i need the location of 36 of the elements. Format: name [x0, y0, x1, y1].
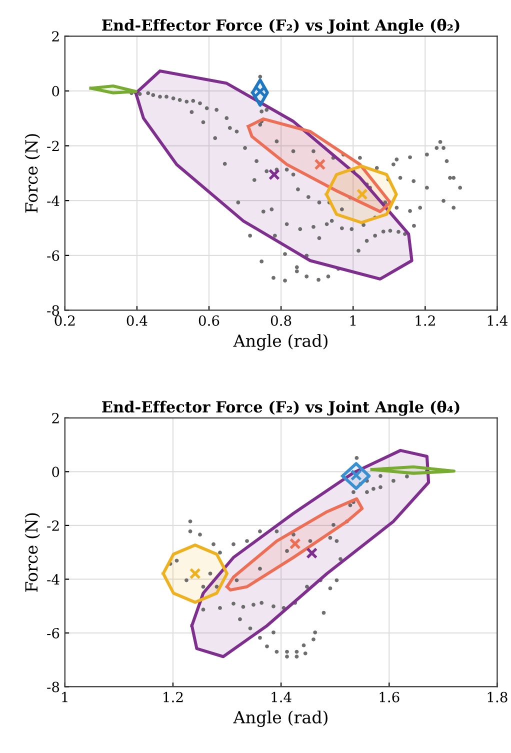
y-tick-label: 0 — [52, 86, 60, 96]
y-tick-label: -8 — [47, 305, 60, 316]
x-tick-label: 1.4 — [272, 692, 292, 702]
point — [289, 538, 301, 550]
chart-title: End-Effector Force (F₂) vs Joint Angle (θ₂) — [102, 18, 460, 34]
point — [306, 547, 318, 559]
x-tick-label: 0.2 — [54, 315, 75, 326]
point — [189, 568, 201, 580]
x-tick-label: 1.2 — [416, 315, 435, 326]
y-tick-label: -6 — [47, 628, 60, 638]
y-tick-label: -2 — [47, 520, 59, 531]
x-tick-label: 1 — [62, 692, 68, 702]
x-axis-title: Angle (rad) — [233, 710, 328, 727]
y-tick-label: -4 — [47, 196, 60, 206]
y-tick-label: -6 — [47, 250, 60, 261]
x-tick-label: 1.8 — [488, 692, 508, 702]
y-tick-label: 0 — [52, 466, 60, 478]
y-axis-title: Force (N) — [24, 134, 40, 213]
x-tick-label: 0.4 — [126, 315, 148, 326]
y-tick-label: -2 — [47, 140, 59, 152]
x-tick-label: 0.6 — [198, 315, 220, 326]
x-axis-title: Angle (rad) — [233, 334, 328, 350]
x-tick-label: 1.4 — [488, 315, 508, 326]
x-tick-label: 0.8 — [270, 315, 292, 326]
y-axis-title: Force (N) — [24, 513, 40, 592]
y-tick-label: 2 — [52, 31, 59, 42]
x-tick-label: 1.6 — [380, 692, 400, 702]
y-tick-label: -8 — [47, 682, 60, 692]
y-tick-label: 2 — [52, 412, 59, 424]
point — [356, 188, 368, 200]
y-tick-label: -4 — [47, 574, 60, 584]
x-tick-label: 1 — [350, 315, 356, 326]
chart-title: End-Effector Force (F₂) vs Joint Angle (θ₄) — [102, 400, 460, 416]
point — [268, 168, 280, 180]
point — [314, 158, 326, 170]
x-tick-label: 1.2 — [164, 692, 183, 702]
